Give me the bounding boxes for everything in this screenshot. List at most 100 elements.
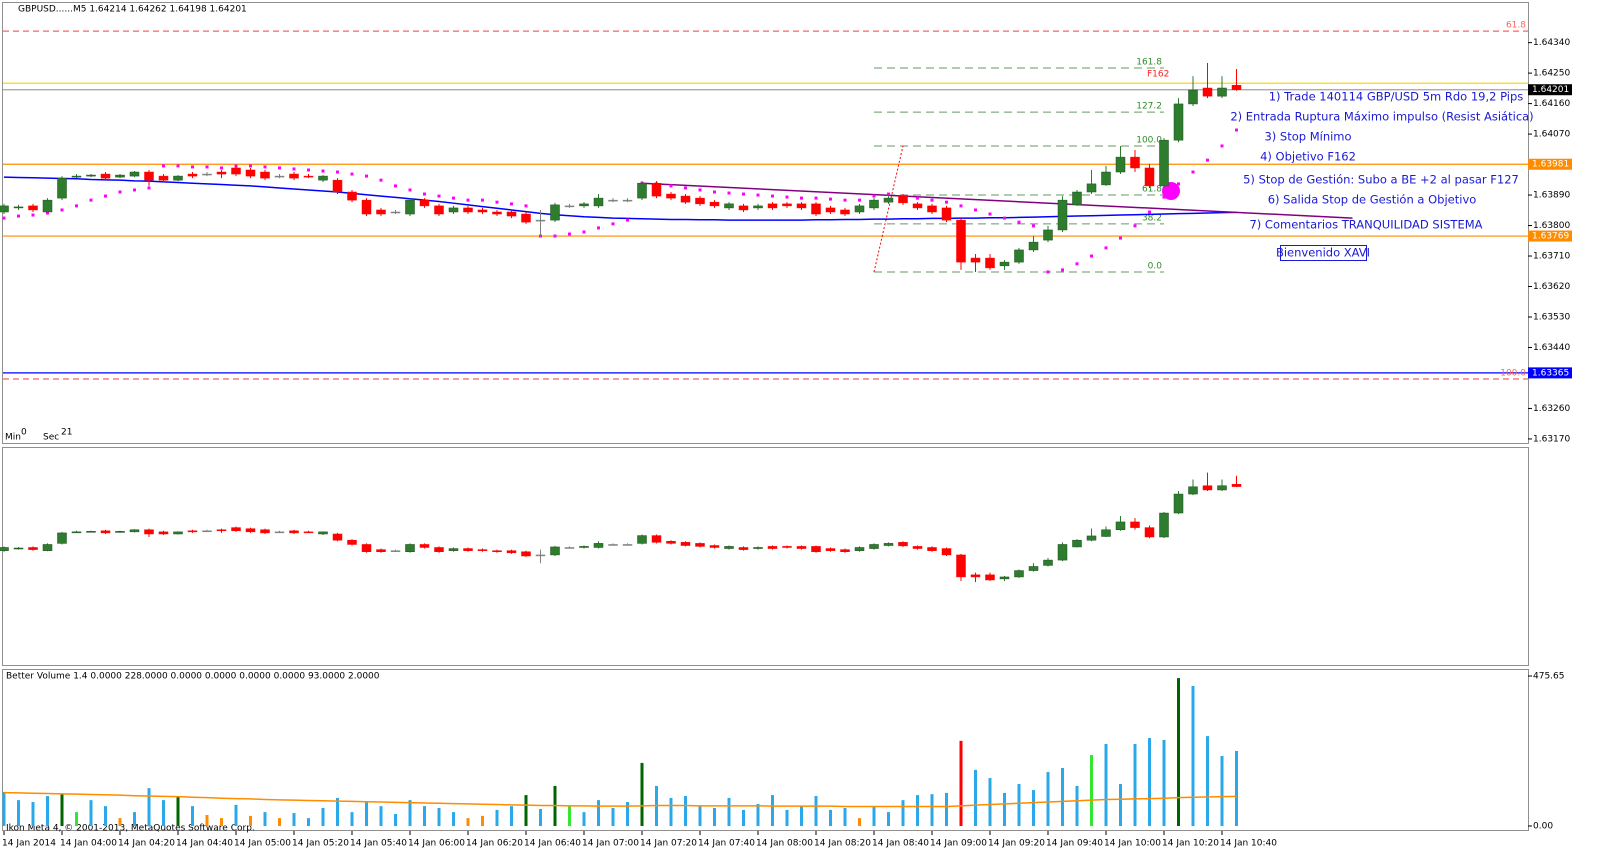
sar-dot	[1220, 144, 1224, 148]
marker-circle	[1162, 182, 1180, 200]
candle-body	[187, 173, 198, 177]
volume-bar	[1090, 755, 1093, 826]
volume-bar	[945, 792, 948, 826]
fib-anchor	[873, 145, 904, 273]
sar-dot	[292, 167, 296, 171]
sar-dot	[887, 192, 890, 196]
osc-candle-body	[390, 550, 401, 552]
price-tag	[1528, 158, 1572, 170]
volume-bar	[1046, 772, 1050, 826]
osc-candle-body	[129, 529, 140, 533]
note: 3) Stop Mínimo	[1264, 130, 1351, 144]
sar-dot	[1133, 224, 1137, 228]
sar-dot	[1075, 262, 1079, 266]
volume-bar	[379, 806, 383, 826]
candle-body	[492, 211, 502, 215]
x-tick-label: 14 Jan 06:20	[466, 839, 523, 849]
candle-body	[680, 195, 691, 203]
sar-dot	[597, 226, 600, 230]
sar-dot	[89, 198, 93, 202]
volume-bar	[162, 800, 165, 826]
candle-body	[100, 173, 111, 179]
osc-candle-body	[1231, 484, 1242, 487]
candle-body	[57, 177, 67, 199]
candle-body	[956, 219, 966, 263]
candle-body	[898, 195, 908, 204]
volume-bar	[829, 809, 832, 826]
osc-candle-body	[825, 548, 836, 551]
sar-dot	[698, 188, 702, 192]
osc-candle-body	[1086, 535, 1097, 541]
candle-body	[1159, 139, 1169, 187]
candle-body	[1115, 156, 1126, 173]
price-tag	[1528, 230, 1572, 242]
volume-ma	[3, 791, 1237, 808]
osc-candle-body	[144, 529, 154, 535]
volume-bar	[2, 791, 6, 826]
volume-bar	[1235, 750, 1238, 826]
candle-body	[854, 205, 865, 213]
candle-body	[1231, 85, 1242, 90]
candle-body	[521, 213, 531, 223]
volume-bar	[1003, 792, 1006, 826]
candle-body	[695, 197, 705, 205]
volume-panel	[2, 669, 1529, 831]
volume-bar	[31, 802, 35, 826]
candle-body	[13, 206, 24, 209]
osc-candle-body	[1014, 570, 1024, 578]
volume-bar	[46, 796, 49, 826]
y-tick-label: 1.63440	[1533, 343, 1570, 353]
sar-dot	[568, 232, 571, 236]
volume-bar	[321, 808, 325, 826]
volume-bar	[1162, 739, 1166, 826]
sar-dot	[263, 165, 267, 169]
candle-body	[86, 174, 96, 177]
osc-candle-body	[1173, 493, 1184, 514]
sar-dot	[176, 164, 180, 168]
price-tag-label: 1.63769	[1532, 232, 1569, 242]
candle-body	[811, 203, 821, 215]
candle-body	[869, 199, 879, 209]
x-tick-label: 14 Jan 09:00	[930, 839, 987, 849]
osc-candle-body	[1217, 485, 1227, 491]
volume-bar	[785, 809, 789, 826]
x-tick-label: 14 Jan 07:40	[698, 839, 755, 849]
candle-body	[724, 203, 734, 209]
candle-body	[1188, 89, 1198, 105]
osc-candle-body	[260, 529, 270, 534]
sar-dot	[814, 196, 818, 200]
x-tick-label: 14 Jan 04:40	[176, 839, 233, 849]
volume-bar	[582, 812, 586, 826]
candle-body	[1072, 191, 1082, 206]
y-tick-label: 1.63890	[1533, 191, 1570, 201]
volume-bar	[727, 797, 731, 826]
volume-bar	[466, 818, 470, 826]
volume-bar	[365, 802, 368, 826]
volume-bar	[611, 808, 615, 826]
y-tick-label: 1.63530	[1533, 312, 1570, 322]
timer-min: 0	[21, 428, 27, 438]
volume-bar	[481, 815, 484, 826]
x-tick-label: 14 Jan 05:40	[350, 839, 407, 849]
candle-body	[318, 175, 328, 181]
osc-candle-body	[970, 574, 981, 578]
osc-candle-body	[289, 530, 299, 534]
volume-bar	[220, 818, 223, 826]
candle-body	[970, 257, 981, 263]
price-tag	[1528, 84, 1572, 96]
sar-dot	[1017, 220, 1021, 224]
volume-bar	[495, 809, 499, 826]
timer-sec-label: Sec	[43, 433, 59, 443]
osc-candle-body	[202, 530, 212, 533]
sar-dot	[1046, 270, 1050, 274]
sar-dot	[481, 198, 484, 202]
candle-body	[912, 203, 923, 209]
sar-dot	[423, 192, 426, 196]
osc-candle-body	[463, 548, 473, 551]
sar-dot	[249, 164, 252, 168]
sar-dot	[974, 208, 977, 212]
volume-bar	[930, 794, 934, 826]
volume-bar	[974, 769, 977, 826]
x-tick-label: 14 Jan 09:20	[988, 839, 1045, 849]
osc-candle-body	[724, 546, 734, 549]
